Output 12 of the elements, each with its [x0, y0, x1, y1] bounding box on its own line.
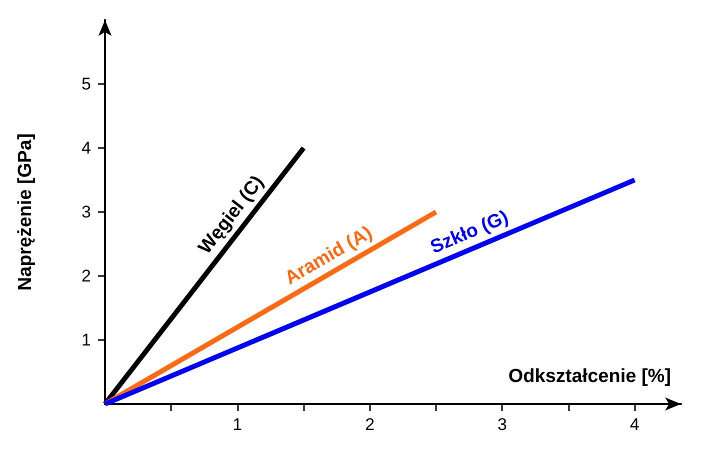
x-tick-label: 2: [365, 415, 375, 434]
x-tick-label: 3: [498, 415, 507, 434]
y-axis-title: Naprężenie [GPa]: [15, 133, 36, 291]
x-axis-title: Odkształcenie [%]: [508, 366, 671, 387]
x-tick-label: 1: [232, 415, 242, 434]
x-tick-label: 4: [630, 415, 640, 434]
y-tick-label: 5: [82, 74, 91, 94]
y-tick-label: 2: [82, 266, 91, 286]
text: Szkło (G): [428, 206, 512, 258]
y-tick-label: 3: [82, 202, 91, 222]
y-tick-label: 1: [82, 330, 91, 350]
y-tick-label: 4: [82, 138, 91, 158]
